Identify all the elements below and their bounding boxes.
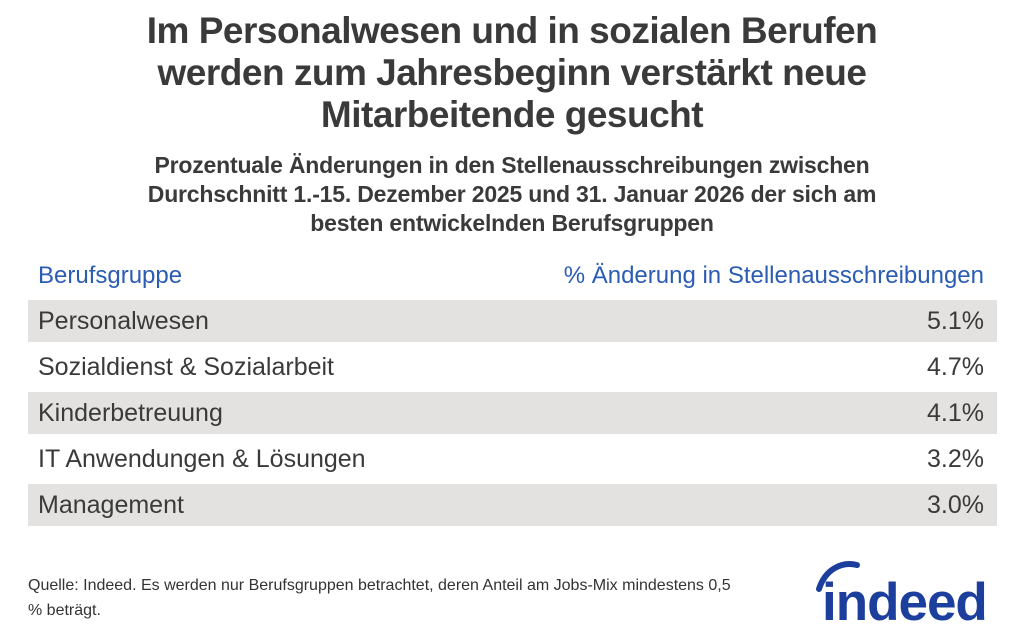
row-label: Kinderbetreuung bbox=[38, 398, 223, 427]
row-value: 3.2% bbox=[927, 444, 984, 473]
indeed-logo: indeed bbox=[812, 556, 1002, 632]
column-header-berufsgruppe: Berufsgruppe bbox=[38, 262, 183, 289]
row-value: 4.1% bbox=[927, 398, 984, 427]
table-header-row: Berufsgruppe % Änderung in Stellenaussch… bbox=[28, 256, 997, 296]
job-groups-table: Berufsgruppe % Änderung in Stellenaussch… bbox=[28, 256, 997, 526]
logo-wordmark: indeed bbox=[822, 573, 987, 630]
row-label: IT Anwendungen & Lösungen bbox=[38, 444, 366, 473]
row-value: 4.7% bbox=[927, 352, 984, 381]
logo-swoosh-icon bbox=[816, 561, 860, 592]
table-row: Personalwesen 5.1% bbox=[28, 300, 997, 342]
row-value: 5.1% bbox=[927, 306, 984, 335]
table-row: IT Anwendungen & Lösungen 3.2% bbox=[28, 438, 997, 480]
row-label: Management bbox=[38, 490, 184, 519]
table-row: Management 3.0% bbox=[28, 484, 997, 526]
source-note: Quelle: Indeed. Es werden nur Berufsgrup… bbox=[28, 576, 731, 620]
row-value: 3.0% bbox=[927, 490, 984, 519]
table-row: Kinderbetreuung 4.1% bbox=[28, 392, 997, 434]
page-title: Im Personalwesen und in sozialen Berufen… bbox=[146, 10, 878, 136]
table-row: Sozialdienst & Sozialarbeit 4.7% bbox=[28, 346, 997, 388]
row-label: Personalwesen bbox=[38, 306, 209, 335]
row-label: Sozialdienst & Sozialarbeit bbox=[38, 352, 334, 381]
indeed-logo-graphic: indeed bbox=[816, 561, 988, 632]
subtitle: Prozentuale Änderungen in den Stellenaus… bbox=[147, 151, 877, 237]
column-header-change: % Änderung in Stellenausschreibungen bbox=[563, 262, 984, 289]
